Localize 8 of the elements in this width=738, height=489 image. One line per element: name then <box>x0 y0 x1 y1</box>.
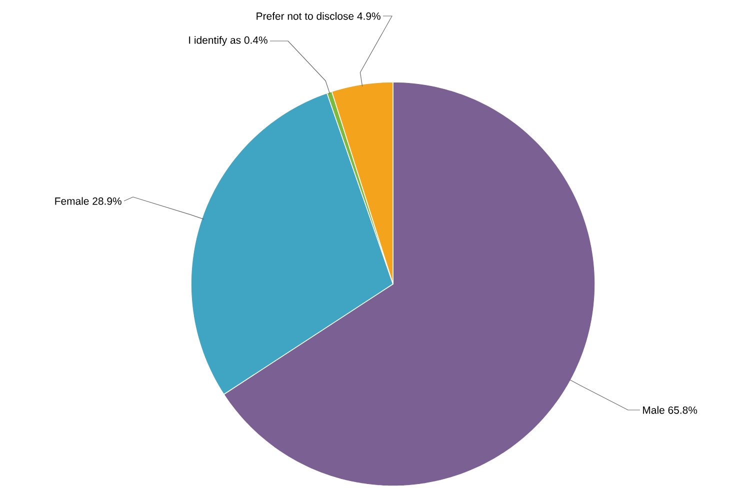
data-label: 65.8% <box>668 406 698 414</box>
slice-label: I identify as <box>189 36 241 46</box>
slice-label: Prefer not to disclose <box>256 12 354 20</box>
slice-label: Male <box>643 406 664 414</box>
data-label: 0.4% <box>244 36 268 44</box>
data-label: 4.9% <box>357 12 380 20</box>
data-label: 28.9% <box>92 197 122 205</box>
slice-label: Female <box>55 197 89 205</box>
